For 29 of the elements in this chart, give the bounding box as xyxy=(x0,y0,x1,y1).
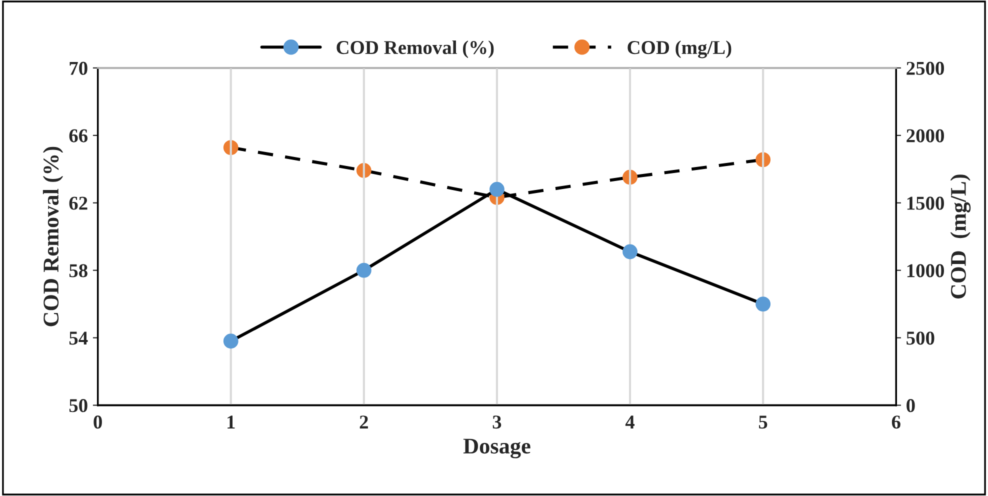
point xyxy=(756,296,771,312)
point xyxy=(490,182,504,197)
y2-tick-label: 1000 xyxy=(907,264,944,278)
y-tick-label: 50 xyxy=(69,399,88,412)
y2-tick-label: 0 xyxy=(906,399,915,412)
x-tick-label: 0 xyxy=(94,416,102,429)
legend-label: COD (mg/L) xyxy=(628,40,732,58)
y-tick-label: 66 xyxy=(69,129,88,142)
y-tick-label: 62 xyxy=(69,196,88,210)
y-tick-label: 58 xyxy=(69,264,88,278)
y-axis-title: COD Removal (%) xyxy=(42,146,64,326)
x-tick-label: 6 xyxy=(892,416,900,429)
point xyxy=(223,334,238,349)
x-axis-title: Dosage xyxy=(463,438,530,458)
x-tick-label: 5 xyxy=(758,416,768,429)
y-tick-label: 70 xyxy=(70,62,88,75)
x-tick-label: 4 xyxy=(625,416,635,428)
y2-tick-label: 1500 xyxy=(907,196,944,210)
y2-axis-title: COD (mg/L) xyxy=(950,174,971,298)
x-tick-label: 1 xyxy=(228,416,235,428)
x-tick-label: 2 xyxy=(360,416,368,428)
point xyxy=(622,244,638,260)
x-tick-label: 3 xyxy=(492,416,502,429)
y2-tick-label: 2000 xyxy=(906,129,944,142)
legend-label: COD Removal (%) xyxy=(336,40,494,58)
y2-tick-label: 2500 xyxy=(906,62,944,75)
y-tick-label: 54 xyxy=(69,332,88,345)
y2-tick-label: 500 xyxy=(906,332,934,345)
point xyxy=(356,262,372,278)
